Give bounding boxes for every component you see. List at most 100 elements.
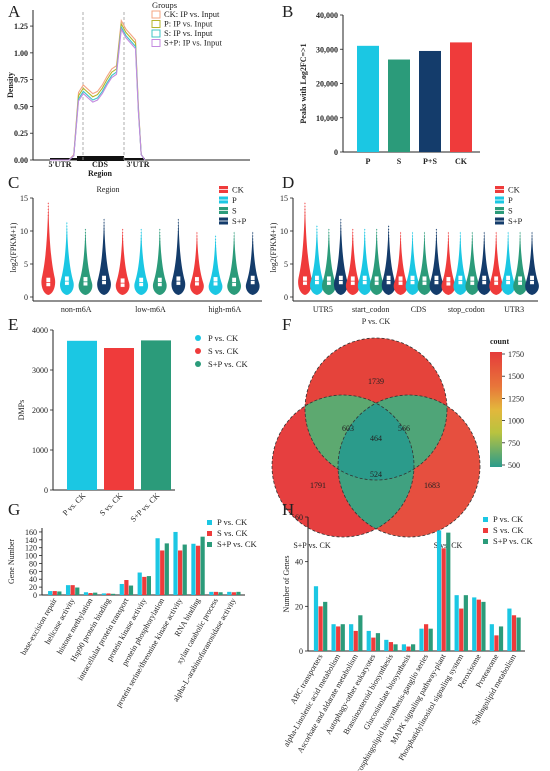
h-legend-swatch-0 xyxy=(483,517,488,522)
d-0-2-box xyxy=(326,275,332,286)
d-2-0-outlier xyxy=(399,232,402,234)
c-1-2-outlier xyxy=(159,229,161,231)
g-bar-3-0 xyxy=(101,593,106,595)
c-1-0-violin xyxy=(115,227,130,295)
e-y-tick-label: 1000 xyxy=(32,446,48,455)
b-y-tick-label: 10,000 xyxy=(316,114,338,123)
c-1-1-box xyxy=(138,277,144,287)
g-bar-0-0 xyxy=(48,591,53,595)
c-2-2-box xyxy=(231,277,237,287)
panel-d: 0 5 10 15 log2(FPKM+1) UTR5 start_codon CDS stop… xyxy=(269,185,539,314)
e-y-tick-label: 2000 xyxy=(32,406,48,415)
d-0-3-outlier xyxy=(340,219,342,221)
b-x-tick-label: P xyxy=(366,157,371,166)
d-0-0-outlier xyxy=(304,208,306,210)
a-y-tick-label: 0.00 xyxy=(14,156,28,165)
c-0-1-outlier xyxy=(66,228,68,230)
d-3-3-outlier xyxy=(483,235,485,237)
h-bar-9-2 xyxy=(481,601,486,651)
a-y-tick-label: 1.25 xyxy=(14,22,28,31)
g-y-tick-label: 20 xyxy=(29,583,37,592)
d-y-label: log2(FPKM+1) xyxy=(269,222,278,272)
d-4-3-violin xyxy=(525,231,539,295)
c-0-0-outlier xyxy=(47,211,49,213)
b-y-label: Peaks with Log2FC=>1 xyxy=(299,43,308,123)
d-0-0-violin xyxy=(298,201,312,295)
panel-a: 0.00 0.25 0.50 0.75 1.00 1.25 Density 5'UTR CDS 3… xyxy=(6,0,250,178)
d-2-2-violin xyxy=(417,231,432,295)
g-y-tick-label: 160 xyxy=(25,528,37,537)
d-x-tick-label: start_codon xyxy=(352,305,389,314)
d-1-1-violin xyxy=(357,227,372,295)
g-bar-9-0 xyxy=(209,591,214,595)
c-1-0-outlier xyxy=(122,238,124,240)
f-region-value: 464 xyxy=(370,434,382,443)
d-3-0-outlier xyxy=(447,232,449,234)
c-0-0-outlier xyxy=(47,205,49,207)
g-legend-label-2: S+P vs. CK xyxy=(217,539,258,549)
c-0-1-box xyxy=(64,275,70,286)
h-bar-8-2 xyxy=(463,595,468,651)
d-4-0-outlier xyxy=(495,244,497,246)
c-2-1-outlier xyxy=(214,235,217,237)
a-legend-label-1: P: IP vs. Input xyxy=(164,19,213,29)
d-0-2-outlier xyxy=(328,229,330,231)
c-0-1-violin xyxy=(59,221,74,295)
c-1-1-outlier xyxy=(140,235,142,237)
d-1-0-outlier xyxy=(352,229,354,231)
d-0-3-violin xyxy=(333,217,348,295)
d-1-2-outlier xyxy=(376,241,378,243)
d-legend-label-3: S+P xyxy=(508,216,523,226)
d-2-3-outlier xyxy=(435,235,438,237)
d-1-0-outlier xyxy=(352,238,354,240)
d-1-3-outlier xyxy=(388,231,390,233)
f-colorbar-tick-label: 500 xyxy=(508,461,520,470)
c-2-0-outlier xyxy=(196,244,198,246)
c-1-3-outlier xyxy=(177,222,179,224)
panel-c: 0 5 10 15 log2(FPKM+1) non-m6A low-m6A high-m6A… xyxy=(9,185,262,314)
d-4-1-outlier xyxy=(507,244,509,246)
g-bar-3-2 xyxy=(110,593,116,595)
d-3-2-outlier xyxy=(471,241,473,243)
d-4-3-outlier xyxy=(531,244,533,246)
g-legend-swatch-0 xyxy=(207,520,212,525)
d-x-tick-label: stop_codon xyxy=(448,305,485,314)
b-y-tick-label: 30,000 xyxy=(316,45,338,54)
d-1-3-outlier xyxy=(388,237,390,239)
h-legend-swatch-1 xyxy=(483,528,488,533)
d-2-0-outlier xyxy=(399,235,402,237)
a-legend-label-3: S+P: IP vs. Input xyxy=(164,38,222,48)
b-y-tick-label: 40,000 xyxy=(316,11,338,20)
d-2-1-outlier xyxy=(411,244,414,246)
d-2-2-box xyxy=(422,275,427,286)
g-bar-7-0 xyxy=(173,531,178,595)
d-3-2-outlier xyxy=(471,232,473,234)
b-bar-0 xyxy=(357,45,379,153)
d-0-1-outlier xyxy=(316,225,318,227)
e-bar-2 xyxy=(141,340,171,490)
f-set-outline-1 xyxy=(271,394,415,538)
c-1-2-box xyxy=(157,277,163,287)
d-1-1-outlier xyxy=(364,238,366,240)
h-bar-5-1 xyxy=(406,646,411,651)
f-colorbar-tick-label: 1000 xyxy=(508,417,524,426)
a-region-label: 3'UTR xyxy=(126,160,149,169)
c-title: Region xyxy=(96,185,119,194)
d-1-3-outlier xyxy=(388,234,390,236)
d-4-2-violin xyxy=(513,231,527,295)
d-4-0-outlier xyxy=(495,232,497,234)
g-bar-10-2 xyxy=(236,591,241,595)
c-0-2-outlier xyxy=(84,241,87,243)
h-y-tick-label: 40 xyxy=(295,558,303,567)
d-4-3-outlier xyxy=(531,241,533,243)
d-2-2-outlier xyxy=(423,241,426,243)
d-2-0-outlier xyxy=(399,244,402,246)
g-bar-9-1 xyxy=(213,591,219,595)
c-2-3-outlier xyxy=(252,244,254,246)
panel-label-f: F xyxy=(282,315,291,334)
panel-f: 1739 1791 1683 603 566 524 464 P vs. CK S+P vs. … xyxy=(271,317,524,550)
g-y-tick-label: 60 xyxy=(29,567,37,576)
h-bar-4-2 xyxy=(393,644,398,651)
h-bar-6-0 xyxy=(419,628,424,651)
